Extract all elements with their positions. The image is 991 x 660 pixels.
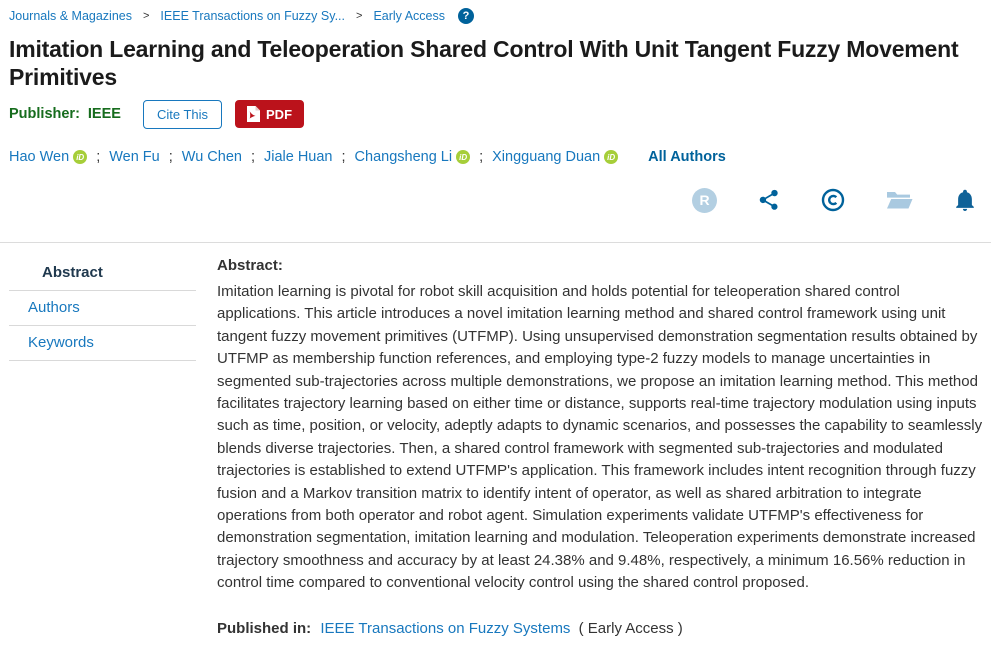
- authors-row: Hao Wen iD ; Wen Fu ; Wu Chen ; Jiale Hu…: [9, 149, 983, 165]
- published-in-journal-link[interactable]: IEEE Transactions on Fuzzy Systems: [320, 619, 571, 637]
- sidebar-item-keywords[interactable]: Keywords: [9, 326, 196, 361]
- cite-this-button[interactable]: Cite This: [142, 99, 223, 129]
- abstract-text: Imitation learning is pivotal for robot …: [217, 283, 983, 592]
- orcid-icon[interactable]: iD: [456, 150, 471, 164]
- orcid-icon[interactable]: iD: [73, 150, 88, 164]
- author-link[interactable]: Jiale Huan: [263, 149, 333, 165]
- save-to-project-folder-icon[interactable]: [886, 189, 913, 211]
- published-in-label: Published in:: [217, 619, 312, 637]
- breadcrumb: Journals & Magazines > IEEE Transactions…: [0, 0, 991, 24]
- section-divider: [0, 242, 991, 243]
- abstract-heading: Abstract:: [217, 257, 283, 274]
- alerts-bell-icon[interactable]: [954, 188, 976, 212]
- r-badge-icon[interactable]: R: [692, 187, 717, 213]
- publisher-label: Publisher:: [9, 106, 80, 122]
- abstract-section: Abstract: Imitation learning is pivotal …: [217, 256, 983, 637]
- orcid-icon[interactable]: iD: [604, 150, 619, 164]
- author-separator: ;: [341, 149, 346, 165]
- all-authors-link[interactable]: All Authors: [648, 149, 726, 165]
- author-separator: ;: [250, 149, 255, 165]
- pdf-button-label: PDF: [266, 106, 293, 122]
- breadcrumb-journal-title[interactable]: IEEE Transactions on Fuzzy Sy...: [160, 9, 345, 23]
- document-body: Abstract Authors Keywords Abstract: Imit…: [0, 243, 991, 637]
- document-actions-row: R: [0, 184, 976, 216]
- pdf-button[interactable]: PDF: [235, 100, 305, 128]
- share-icon[interactable]: [758, 189, 780, 211]
- publisher-row: Publisher: IEEE Cite This PDF: [9, 99, 983, 129]
- pdf-file-icon: [247, 106, 261, 122]
- author-separator: ;: [168, 149, 173, 165]
- author-link[interactable]: Wu Chen: [181, 149, 242, 165]
- breadcrumb-separator: >: [142, 10, 150, 22]
- published-in-suffix: ( Early Access ): [578, 619, 683, 637]
- sidebar-item-abstract[interactable]: Abstract: [9, 256, 196, 291]
- published-in-row: Published in: IEEE Transactions on Fuzzy…: [217, 620, 983, 637]
- author-link[interactable]: Wen Fu: [109, 149, 160, 165]
- author-link[interactable]: Hao Wen: [9, 149, 70, 165]
- breadcrumb-journals-magazines[interactable]: Journals & Magazines: [9, 9, 132, 23]
- help-icon[interactable]: ?: [458, 8, 474, 24]
- author-separator: ;: [479, 149, 484, 165]
- author-link[interactable]: Xingguang Duan: [492, 149, 601, 165]
- document-sidebar-nav: Abstract Authors Keywords: [9, 256, 196, 637]
- author-separator: ;: [96, 149, 101, 165]
- breadcrumb-separator: >: [356, 10, 363, 22]
- page-title: Imitation Learning and Teleoperation Sha…: [9, 36, 959, 90]
- publisher-name: IEEE: [87, 106, 121, 122]
- breadcrumb-early-access[interactable]: Early Access: [373, 9, 445, 23]
- author-link[interactable]: Changsheng Li: [354, 149, 453, 165]
- sidebar-item-authors[interactable]: Authors: [9, 291, 196, 326]
- copyright-icon[interactable]: [821, 188, 845, 212]
